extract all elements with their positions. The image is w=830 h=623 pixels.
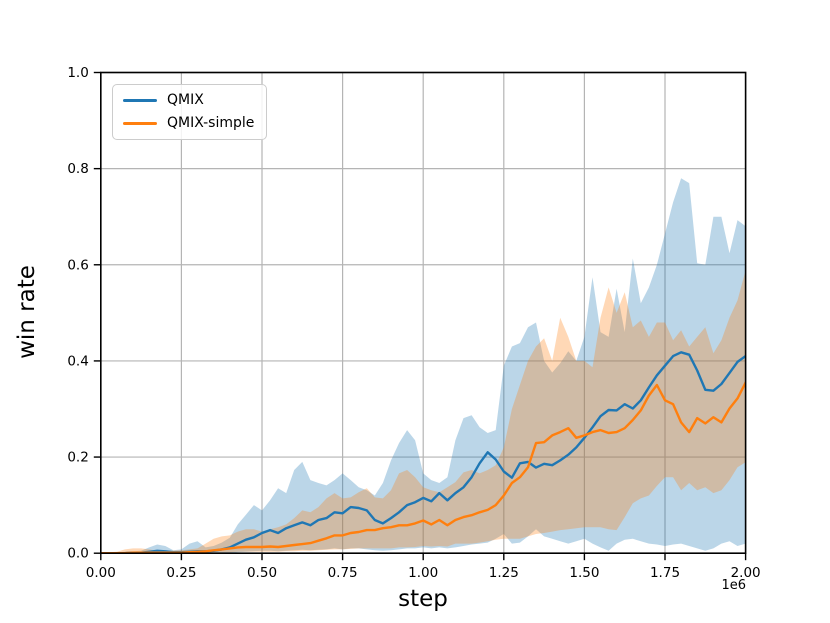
y-axis-label: win rate	[14, 265, 40, 359]
legend: QMIX QMIX-simple	[112, 84, 268, 140]
qmix-line-swatch	[123, 99, 157, 102]
x-axis-label: step	[398, 586, 448, 612]
legend-label-qmix-simple: QMIX-simple	[167, 115, 255, 131]
qmix-simple-line-swatch	[123, 122, 157, 125]
x-tick-label: 1.25	[489, 565, 519, 581]
x-tick-label: 1.00	[408, 565, 438, 581]
y-tick-label: 0.4	[67, 353, 88, 369]
qmix-simple-band	[100, 270, 746, 554]
y-tick-label: 0.2	[67, 450, 88, 466]
x-tick-label: 0.25	[166, 565, 196, 581]
y-tick-label: 0.0	[67, 546, 88, 562]
x-tick-label: 0.75	[328, 565, 358, 581]
legend-label-qmix: QMIX	[167, 92, 204, 108]
x-tick-label: 1.75	[650, 565, 680, 581]
x-tick-label: 0.50	[247, 565, 277, 581]
y-tick-label: 0.8	[67, 161, 88, 177]
y-tick-label: 0.6	[67, 257, 88, 273]
x-tick-label: 1.50	[569, 565, 599, 581]
legend-item-qmix-simple: QMIX-simple	[123, 115, 254, 132]
x-tick-label: 0.00	[86, 565, 116, 581]
y-tick-label: 1.0	[67, 65, 88, 81]
x-tick-label: 2.00	[731, 565, 761, 581]
qmix-simple-line	[100, 381, 746, 554]
x-axis-offset-text: 1e6	[721, 578, 746, 593]
qmix-band	[100, 178, 746, 554]
legend-item-qmix: QMIX	[123, 92, 254, 109]
